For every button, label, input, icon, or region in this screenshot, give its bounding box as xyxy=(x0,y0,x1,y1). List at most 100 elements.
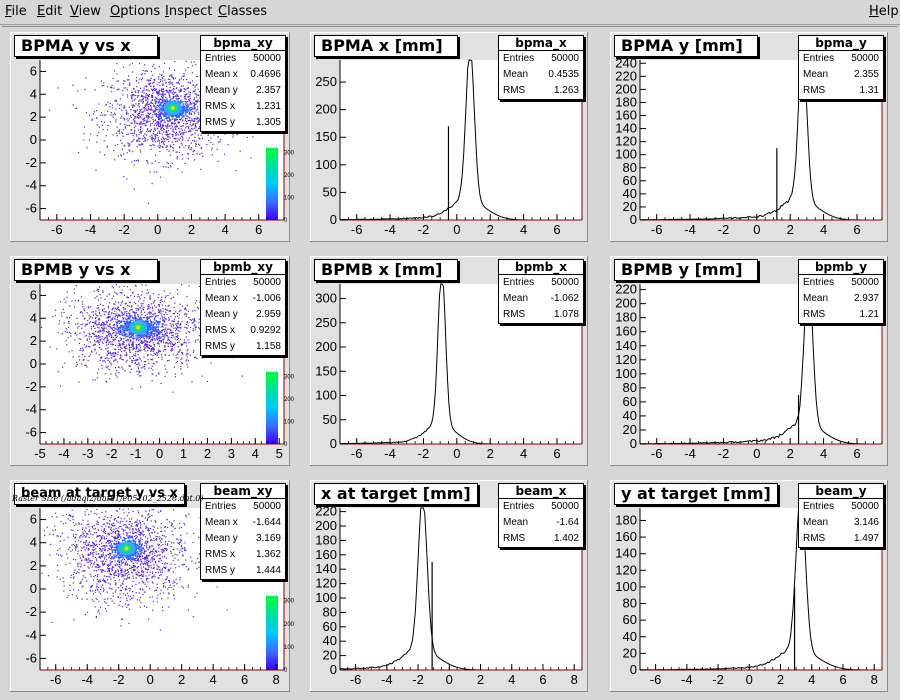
scatter-point xyxy=(147,291,149,294)
scatter-point xyxy=(158,544,160,546)
scatter-point xyxy=(85,364,87,366)
scatter-point xyxy=(101,341,103,343)
pad-beam-xy[interactable]: 0 100 200 300 -6 -4 -2 0 2 4 6 8 -6 -4 -2 0 2 4 6 beam at t… xyxy=(10,480,295,692)
scatter-point xyxy=(136,536,139,538)
stats-key: RMS x xyxy=(205,101,235,112)
scatter-point xyxy=(146,331,148,333)
menu-classes[interactable]: Classes xyxy=(218,4,267,19)
scatter-point xyxy=(103,359,105,362)
scatter-point xyxy=(129,564,131,567)
scatter-point xyxy=(140,121,142,123)
scatter-point xyxy=(163,313,165,316)
scatter-point xyxy=(149,344,151,346)
scatter-point xyxy=(81,598,83,600)
pad-bpmb-xy[interactable]: 0 100 200 300 -5 -4 -3 -2 -1 0 1 2 3 4 5 -6 -4 -2 0 2 4 6 BPMB… xyxy=(10,256,295,466)
scatter-point xyxy=(185,360,187,362)
scatter-point xyxy=(181,76,183,78)
scatter-point xyxy=(140,533,142,535)
scatter-point xyxy=(144,137,146,139)
scatter-point xyxy=(160,299,162,301)
scatter-point xyxy=(142,366,144,368)
scatter-point xyxy=(128,334,130,337)
scatter-point xyxy=(179,324,181,326)
scatter-point xyxy=(172,87,175,90)
scatter-point xyxy=(179,79,181,81)
scatter-point xyxy=(173,306,175,309)
scatter-point xyxy=(108,313,110,315)
scatter-point xyxy=(159,332,161,334)
pad-bpmb-x[interactable]: -6 -4 -2 0 2 4 6 0 50 100 150 200 250 300 BPMB x [mm] b… xyxy=(310,256,588,466)
scatter-point xyxy=(147,325,149,327)
scatter-point xyxy=(139,335,141,338)
scatter-point xyxy=(119,593,121,595)
menu-options[interactable]: Options xyxy=(110,4,161,19)
scatter-point xyxy=(118,340,120,343)
pad-bpmb-y[interactable]: -6 -4 -2 0 2 4 6 0 20 40 60 80 100 120 140 160 180 200 220… xyxy=(610,256,888,466)
scatter-point xyxy=(149,335,151,337)
scatter-point xyxy=(127,327,129,329)
scatter-point xyxy=(114,348,116,350)
scatter-point xyxy=(140,339,142,342)
scatter-point xyxy=(173,118,175,120)
scatter-point xyxy=(117,130,119,132)
scatter-point xyxy=(78,381,80,383)
scatter-point xyxy=(146,313,148,316)
scatter-point xyxy=(150,324,152,326)
scatter-point xyxy=(145,320,147,322)
scatter-point xyxy=(154,160,157,162)
menu-file[interactable]: File xyxy=(5,4,27,19)
scatter-point xyxy=(103,322,105,324)
scatter-point xyxy=(165,96,167,99)
stats-value: 0.4535 xyxy=(548,69,579,80)
scatter-point xyxy=(99,329,102,332)
scatter-point xyxy=(122,524,125,526)
scatter-point xyxy=(125,352,127,354)
scatter-point xyxy=(96,295,98,297)
scatter-point xyxy=(141,514,143,517)
scatter-point xyxy=(120,618,123,620)
scatter-point xyxy=(135,319,137,321)
scatter-point xyxy=(181,554,184,556)
scatter-point xyxy=(172,349,174,351)
scatter-point xyxy=(170,324,172,326)
scatter-point xyxy=(174,115,176,117)
scatter-point xyxy=(142,334,144,337)
scatter-point xyxy=(125,314,128,317)
stats-value: 1.263 xyxy=(553,85,579,96)
scatter-point xyxy=(118,332,120,334)
root-canvas[interactable]: 0 100 200 300 -6 -4 -2 0 2 4 6 -6 -4 -2 0 2 4 6 BPMA y vs … xyxy=(2,26,898,699)
scatter-point xyxy=(141,588,144,590)
scatter-point xyxy=(134,361,137,363)
scatter-point xyxy=(136,346,138,348)
scatter-point xyxy=(88,336,90,338)
scatter-point xyxy=(111,335,113,337)
scatter-point xyxy=(156,113,158,116)
scatter-point xyxy=(190,121,192,123)
pad-bpma-xy[interactable]: 0 100 200 300 -6 -4 -2 0 2 4 6 -6 -4 -2 0 2 4 6 BPMA y vs … xyxy=(10,32,295,242)
stats-key: Entries xyxy=(803,53,835,64)
scatter-point xyxy=(134,362,136,364)
menu-help[interactable]: Help xyxy=(869,4,899,19)
scatter-point xyxy=(168,100,170,102)
scatter-point xyxy=(129,124,131,127)
scatter-point xyxy=(184,119,186,121)
scatter-point xyxy=(158,330,160,332)
scatter-point xyxy=(145,346,147,348)
scatter-point xyxy=(158,66,160,68)
scatter-point xyxy=(187,360,190,362)
scatter-point xyxy=(165,342,167,344)
scatter-point xyxy=(54,315,56,317)
scatter-point xyxy=(105,320,107,322)
menu-view[interactable]: View xyxy=(70,4,101,19)
menu-edit[interactable]: Edit xyxy=(37,4,63,19)
pad-bpma-x[interactable]: -6 -4 -2 0 2 4 6 0 50 100 150 200 250 BPMA x [mm] bpma… xyxy=(310,32,588,242)
stats-row: Entries 50000 xyxy=(799,51,883,67)
scatter-point xyxy=(155,88,157,90)
scatter-point xyxy=(152,369,154,371)
scatter-point xyxy=(112,344,114,346)
scatter-point xyxy=(152,302,154,304)
menu-inspect[interactable]: Inspect xyxy=(165,4,213,19)
scatter-point xyxy=(127,133,130,135)
pad-bpma-y[interactable]: -6 -4 -2 0 2 4 6 0 20 40 60 80 100 120 140 160 180 200 220… xyxy=(610,32,888,242)
scatter-point xyxy=(158,350,161,352)
